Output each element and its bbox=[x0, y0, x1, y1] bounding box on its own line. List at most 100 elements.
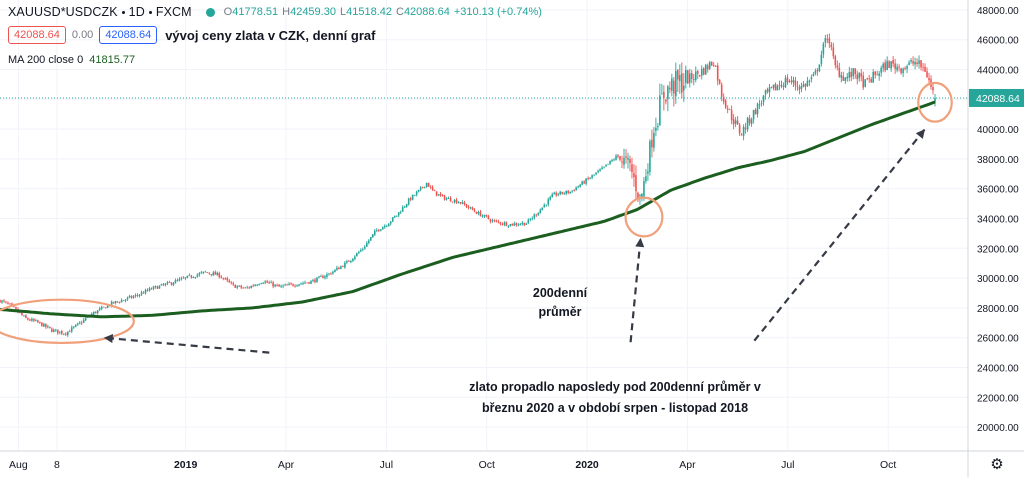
candle-body bbox=[481, 215, 484, 217]
candle-body bbox=[786, 77, 789, 83]
candle-body bbox=[148, 288, 151, 291]
candle-body bbox=[728, 108, 731, 110]
candle-body bbox=[714, 66, 717, 67]
candle-body bbox=[932, 87, 934, 91]
candle-body bbox=[690, 73, 693, 79]
candle-body bbox=[302, 283, 304, 284]
candle-body bbox=[485, 214, 488, 217]
candle-body bbox=[340, 266, 342, 269]
candle-body bbox=[375, 229, 378, 231]
candle-body bbox=[120, 300, 123, 303]
candle-body bbox=[312, 279, 314, 281]
candle-body bbox=[346, 261, 348, 263]
candle-body bbox=[625, 156, 627, 158]
sell-button[interactable]: 42088.64 bbox=[8, 26, 66, 44]
candle-body bbox=[288, 283, 290, 285]
candle-body bbox=[631, 164, 633, 173]
candle-body bbox=[180, 278, 183, 280]
candle-body bbox=[126, 297, 129, 300]
candle-body bbox=[328, 273, 330, 275]
open-label: O bbox=[223, 6, 233, 18]
candle-body bbox=[684, 69, 687, 83]
candle-body bbox=[621, 161, 623, 163]
candle-body bbox=[830, 44, 833, 47]
candle-body bbox=[94, 311, 97, 314]
candle-body bbox=[272, 282, 274, 287]
candle-body bbox=[878, 73, 880, 77]
candle-body bbox=[591, 175, 593, 178]
gear-icon[interactable]: ⚙ bbox=[990, 456, 1004, 473]
y-tick-label: 28000.00 bbox=[977, 304, 1019, 315]
candle-body bbox=[409, 198, 412, 200]
buy-button[interactable]: 42088.64 bbox=[99, 26, 158, 44]
candle-body bbox=[11, 303, 13, 305]
annotation-layer: 200denní průměr zlato propadlo naposledy p… bbox=[0, 81, 968, 415]
candle-body bbox=[459, 202, 462, 204]
candle-body bbox=[268, 282, 270, 284]
ma200-line bbox=[0, 100, 936, 319]
candle-body bbox=[27, 318, 29, 320]
candle-body bbox=[894, 63, 896, 69]
candle-body bbox=[403, 206, 406, 208]
candle-body bbox=[154, 286, 157, 287]
candle-body bbox=[770, 86, 773, 88]
candle-body bbox=[491, 220, 494, 222]
high-label: H bbox=[282, 6, 291, 18]
ma-indicator-label[interactable]: MA 200 close 0 bbox=[8, 54, 84, 66]
candle-body bbox=[198, 273, 201, 275]
candle-body bbox=[720, 84, 723, 97]
x-tick-label: 2020 bbox=[575, 459, 599, 471]
y-tick-label: 46000.00 bbox=[977, 36, 1019, 47]
candle-body bbox=[188, 275, 191, 277]
y-tick-label: 38000.00 bbox=[977, 155, 1019, 166]
candle-body bbox=[866, 78, 869, 79]
candle-body bbox=[814, 70, 817, 74]
y-tick-label: 36000.00 bbox=[977, 185, 1019, 196]
candle-body bbox=[266, 281, 268, 283]
ma-indicator-value: 41815.77 bbox=[89, 54, 136, 66]
interval-label[interactable]: 1D bbox=[128, 5, 145, 19]
candle-body bbox=[637, 192, 639, 199]
highlight-circle bbox=[0, 298, 135, 345]
candle-body bbox=[423, 186, 426, 188]
moving-average-series bbox=[0, 100, 936, 319]
candle-body bbox=[372, 234, 374, 237]
symbol-name[interactable]: XAUUSD*USDCZK bbox=[8, 5, 118, 19]
candle-body bbox=[206, 272, 209, 273]
candle-body bbox=[55, 329, 57, 331]
candle-body bbox=[760, 102, 763, 104]
candle-body bbox=[669, 87, 671, 90]
candle-body bbox=[166, 282, 169, 284]
candle-body bbox=[41, 322, 43, 327]
candle-body bbox=[559, 191, 562, 195]
candle-body bbox=[567, 190, 569, 193]
candle-body bbox=[543, 204, 546, 208]
candle-body bbox=[473, 209, 476, 212]
candle-body bbox=[872, 71, 874, 83]
candle-body bbox=[617, 155, 619, 157]
candle-body bbox=[278, 284, 280, 287]
candle-body bbox=[525, 223, 528, 225]
candle-body bbox=[316, 277, 318, 283]
candle-body bbox=[661, 93, 663, 95]
x-tick-label: Apr bbox=[278, 459, 295, 471]
candle-body bbox=[162, 284, 165, 286]
x-tick-label: Oct bbox=[479, 459, 495, 471]
candle-body bbox=[78, 322, 81, 324]
candle-body bbox=[425, 182, 428, 187]
candle-body bbox=[124, 299, 127, 301]
candle-body bbox=[790, 80, 793, 82]
separator-dot-icon bbox=[148, 10, 152, 14]
candle-body bbox=[284, 284, 286, 286]
indicator-legend[interactable]: MA 200 close 0 41815.77 bbox=[8, 54, 135, 66]
candle-body bbox=[679, 75, 681, 82]
candle-body bbox=[208, 272, 211, 274]
candle-body bbox=[838, 67, 841, 77]
candle-body bbox=[826, 39, 829, 41]
candle-body bbox=[501, 224, 504, 225]
candle-body bbox=[202, 271, 205, 273]
candle-body bbox=[51, 328, 53, 332]
candle-body bbox=[377, 229, 380, 231]
candle-body bbox=[49, 326, 51, 329]
